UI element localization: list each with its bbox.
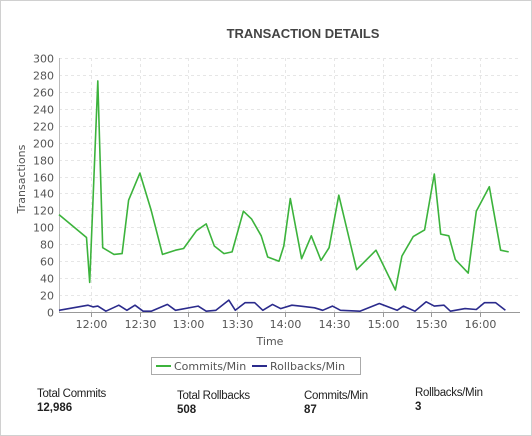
y-tick-label: 120 bbox=[33, 205, 54, 218]
y-tick-label: 260 bbox=[33, 87, 54, 100]
y-tick-label: 60 bbox=[40, 256, 54, 269]
stat-label: Rollbacks/Min bbox=[415, 387, 483, 399]
y-tick-label: 40 bbox=[40, 273, 54, 286]
y-tick-label: 200 bbox=[33, 138, 54, 151]
plot-area bbox=[59, 58, 520, 312]
y-tick-label: 80 bbox=[40, 239, 54, 252]
transaction-chart: 0 20 40 60 80 100 120 140 160 180 200 220 240 260 280 3… bbox=[15, 26, 520, 375]
x-tick-label: 13:00 bbox=[173, 318, 205, 331]
stat-value: 3 bbox=[415, 401, 422, 413]
stat-total-rollbacks: Total Rollbacks 508 bbox=[177, 390, 250, 416]
rollbacks-series-line bbox=[58, 299, 506, 313]
y-tick-label: 20 bbox=[40, 290, 54, 303]
stat-label: Total Commits bbox=[37, 388, 106, 400]
stat-value: 508 bbox=[177, 404, 197, 416]
y-tick-label: 140 bbox=[33, 188, 54, 201]
x-tick-label: 12:30 bbox=[125, 318, 157, 331]
commits-series-line bbox=[58, 80, 509, 291]
x-tick-label: 13:30 bbox=[222, 318, 254, 331]
stat-rollbacks-per-min: Rollbacks/Min 3 bbox=[415, 387, 483, 413]
y-tick-label: 100 bbox=[33, 222, 54, 235]
stat-total-commits: Total Commits 12,986 bbox=[37, 388, 106, 414]
stat-value: 12,986 bbox=[37, 402, 73, 414]
y-tick-label: 240 bbox=[33, 104, 54, 117]
chart-title: TRANSACTION DETAILS bbox=[227, 26, 380, 41]
legend-commits-label: Commits/Min bbox=[174, 360, 246, 373]
y-tick-label: 0 bbox=[47, 307, 54, 320]
x-tick-label: 14:00 bbox=[270, 318, 302, 331]
y-tick-label: 280 bbox=[33, 70, 54, 83]
x-tick-label: 15:00 bbox=[368, 318, 400, 331]
x-tick-label: 15:30 bbox=[416, 318, 448, 331]
y-tick-label: 300 bbox=[33, 53, 54, 66]
y-tick-label: 220 bbox=[33, 121, 54, 134]
stat-commits-per-min: Commits/Min 87 bbox=[304, 390, 368, 416]
y-tick-label: 160 bbox=[33, 172, 54, 185]
stat-value: 87 bbox=[304, 404, 317, 416]
x-tick-label: 12:00 bbox=[76, 318, 108, 331]
legend-rollbacks-label: Rollbacks/Min bbox=[270, 360, 345, 373]
x-axis-label: Time bbox=[256, 335, 284, 348]
stat-label: Commits/Min bbox=[304, 390, 368, 402]
y-tick-label: 180 bbox=[33, 155, 54, 168]
stat-label: Total Rollbacks bbox=[177, 390, 250, 402]
x-tick-label: 14:30 bbox=[319, 318, 351, 331]
x-tick-label: 16:00 bbox=[465, 318, 497, 331]
y-axis-label: Transactions bbox=[15, 144, 28, 214]
